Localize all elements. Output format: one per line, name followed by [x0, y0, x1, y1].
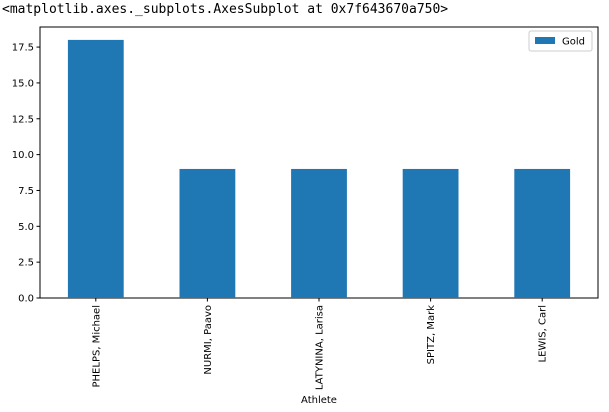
- bar-3: [402, 168, 459, 298]
- x-tick-label-0: PHELPS, Michael: [91, 305, 102, 387]
- x-tick-label-3: SPITZ, Mark: [426, 305, 437, 365]
- x-tick-label-1: NURMI, Paavo: [203, 305, 214, 375]
- y-tick-label-1: 2.5: [18, 258, 34, 269]
- y-tick-label-6: 15.0: [12, 78, 34, 89]
- legend-box: [528, 30, 593, 52]
- bars-group: [67, 39, 571, 299]
- y-tick-label-3: 7.5: [18, 186, 34, 197]
- y-tick-label-4: 10.0: [12, 150, 34, 161]
- bar-2: [291, 168, 347, 298]
- bar-4: [514, 168, 571, 298]
- bar-1: [179, 168, 236, 298]
- x-axis: PHELPS, Michael NURMI, Paavo LATYNINA, Lar…: [91, 298, 549, 390]
- y-axis: 0.0 2.5 5.0 7.5 10.0 12.5 15.0 17.5: [12, 43, 40, 305]
- legend: Gold: [528, 30, 593, 52]
- y-tick-label-0: 0.0: [18, 294, 34, 305]
- legend-swatch-gold: [535, 37, 555, 44]
- legend-label-gold: Gold: [562, 37, 585, 48]
- x-axis-label: Athlete: [301, 395, 337, 406]
- x-tick-label-4: LEWIS, Carl: [538, 305, 549, 362]
- output-repr-text: <matplotlib.axes._subplots.AxesSubplot a…: [2, 2, 449, 17]
- y-tick-label-2: 5.0: [18, 222, 34, 233]
- y-tick-label-7: 17.5: [12, 43, 34, 54]
- x-tick-label-2: LATYNINA, Larisa: [315, 305, 326, 390]
- bar-0: [67, 39, 124, 299]
- y-tick-label-5: 12.5: [12, 114, 34, 125]
